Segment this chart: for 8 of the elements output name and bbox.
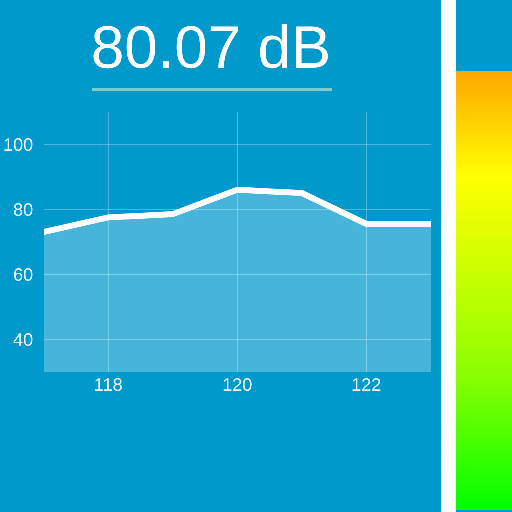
chart-title: 80.07 dB bbox=[91, 14, 332, 82]
y-tick-label: 60 bbox=[13, 264, 34, 285]
y-tick-label: 40 bbox=[13, 330, 34, 350]
y-tick-label: 100 bbox=[3, 134, 34, 155]
x-tick-label: 118 bbox=[94, 375, 123, 395]
y-tick-label: 80 bbox=[13, 200, 34, 220]
x-tick-label: 122 bbox=[351, 375, 382, 395]
x-tick-label: 120 bbox=[222, 375, 253, 395]
